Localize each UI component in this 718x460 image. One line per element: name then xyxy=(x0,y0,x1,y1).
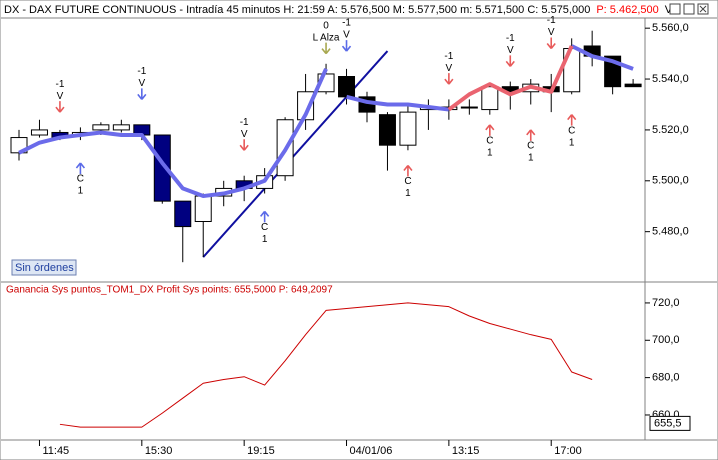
signal-arrow xyxy=(505,55,515,67)
x-tick-label: 04/01/06 xyxy=(350,445,393,457)
series-line xyxy=(570,44,634,71)
trendline xyxy=(202,50,389,258)
series-line xyxy=(447,45,574,112)
title-text: DX - DAX FUTURE CONTINUOUS - Intradía 45… xyxy=(4,4,590,16)
signal-label: V xyxy=(138,78,145,89)
y-tick-label: 5.480,0 xyxy=(652,226,689,238)
signal-arrow xyxy=(341,40,352,52)
signal-arrow xyxy=(526,129,536,141)
signal-label: C xyxy=(404,176,411,187)
candle-body xyxy=(112,124,130,131)
series-line xyxy=(346,94,450,112)
signal-arrow xyxy=(137,88,147,100)
y-tick-label: 5.500,0 xyxy=(652,175,689,187)
candle-body xyxy=(460,106,478,109)
y-tick-label: 5.560,0 xyxy=(652,22,689,34)
maximize-button[interactable] xyxy=(683,3,695,15)
candle-body xyxy=(338,76,356,98)
signal-label: C xyxy=(486,135,493,146)
signal-label: 1 xyxy=(78,186,84,197)
subtitle-text: P: 5.462,500 xyxy=(596,4,658,16)
y-tick-label: 720,0 xyxy=(652,297,680,309)
signal-arrow xyxy=(485,124,495,136)
signal-label: -1 xyxy=(506,33,515,44)
signal-label: 0 xyxy=(323,20,329,31)
candle-body xyxy=(399,111,417,146)
y-tick-label: 5.540,0 xyxy=(652,73,689,85)
x-tick-label: 19:15 xyxy=(247,445,275,457)
signal-label: -1 xyxy=(547,15,556,26)
x-tick-label: 11:45 xyxy=(42,445,69,457)
signal-arrow xyxy=(260,210,270,223)
candle-body xyxy=(378,114,396,146)
signal-label: V xyxy=(507,45,514,56)
panel-title: Ganancia Sys puntos_TOM1_DX Profit Sys p… xyxy=(6,285,333,296)
y-tick-label: 5.520,0 xyxy=(652,124,689,136)
signal-label: -1 xyxy=(240,117,249,128)
signal-label: V xyxy=(343,30,350,41)
signal-arrow xyxy=(546,37,556,50)
signal-label: -1 xyxy=(55,79,64,90)
corner-label: V xyxy=(665,4,673,16)
series-line xyxy=(59,302,593,428)
signal-label: 1 xyxy=(528,153,534,164)
x-tick-label: 13:15 xyxy=(452,445,480,457)
last-value-label: 655,5 xyxy=(654,417,682,429)
candle-body xyxy=(194,195,212,222)
header-bar xyxy=(1,1,717,17)
signal-label: C xyxy=(568,125,575,136)
candle-body xyxy=(297,91,315,121)
y-tick-label: 700,0 xyxy=(652,334,680,346)
signal-label: V xyxy=(241,129,248,140)
candle-body xyxy=(624,83,642,88)
signal-arrow xyxy=(75,162,86,174)
signal-arrow xyxy=(444,73,454,85)
signal-label: 1 xyxy=(487,147,493,158)
candle-body xyxy=(481,86,499,111)
signal-arrow xyxy=(55,101,65,113)
signal-label: V xyxy=(446,63,453,74)
signal-arrow xyxy=(239,139,249,151)
signal-arrow xyxy=(321,42,331,55)
candle-body xyxy=(174,200,192,228)
signal-label: L Alza xyxy=(313,32,340,43)
status-label: Sin órdenes xyxy=(15,262,74,274)
status-box[interactable] xyxy=(11,259,77,276)
signal-arrow xyxy=(567,114,577,126)
signal-label: V xyxy=(57,91,64,102)
signal-label: 1 xyxy=(405,188,411,199)
last-value-box xyxy=(649,415,691,431)
candle-body xyxy=(153,134,171,202)
close-icon xyxy=(699,5,707,13)
signal-label: C xyxy=(527,141,534,152)
signal-label: -1 xyxy=(444,51,453,62)
signal-arrow xyxy=(403,165,413,177)
signal-label: C xyxy=(77,174,84,185)
signal-label: -1 xyxy=(137,66,146,77)
x-tick-label: 15:30 xyxy=(145,445,173,457)
candle-body xyxy=(30,129,48,136)
x-tick-label: 17:00 xyxy=(554,445,582,457)
window-buttons xyxy=(669,3,709,15)
signal-label: 1 xyxy=(569,137,575,148)
signal-label: 1 xyxy=(262,234,268,245)
signal-label: -1 xyxy=(342,18,351,29)
chart-title: DX - DAX FUTURE CONTINUOUS - Intradía 45… xyxy=(4,4,673,16)
minimize-button[interactable] xyxy=(669,3,681,15)
signal-label: C xyxy=(261,222,268,233)
signal-label: V xyxy=(548,27,555,38)
y-tick-label: 680,0 xyxy=(652,372,680,384)
candle-body xyxy=(92,124,110,131)
series-line xyxy=(18,68,328,199)
